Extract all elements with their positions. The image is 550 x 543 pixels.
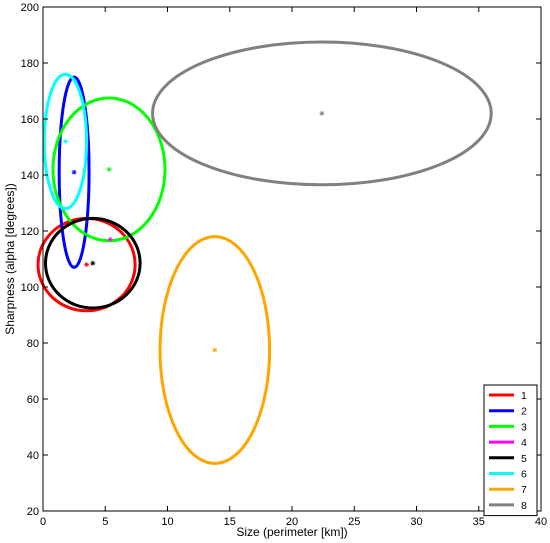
x-tick-label: 25 (348, 516, 360, 528)
ellipse-series-5 (43, 216, 142, 310)
ellipse-series-7 (158, 235, 272, 465)
centroid-marker-series-1 (84, 262, 90, 268)
centroid-marker-series-5 (90, 260, 96, 266)
legend-label-series-7: 7 (521, 484, 527, 496)
y-tick-label: 200 (21, 2, 39, 14)
x-axis-label: Size (perimeter [km]) (236, 525, 347, 539)
y-axis: 20 40 60 80 100 120 140 160 180 200 (21, 2, 541, 518)
x-tick-label: 35 (473, 516, 485, 528)
ellipse-series-8 (151, 40, 493, 187)
legend-label-series-8: 8 (521, 500, 527, 512)
centroid-marker-series-8 (319, 110, 325, 116)
y-tick-label: 60 (27, 394, 39, 406)
y-axis-label: Sharpness (alpha [degrees]) (3, 183, 17, 334)
x-tick-label: 15 (224, 516, 236, 528)
y-tick-label: 80 (27, 338, 39, 350)
x-tick-label: 20 (286, 516, 298, 528)
centroid-marker-series-4 (107, 236, 113, 242)
x-tick-label: 0 (40, 516, 46, 528)
series-marks (36, 40, 493, 465)
x-tick-label: 5 (102, 516, 108, 528)
plot-background (43, 7, 541, 511)
legend-label-series-2: 2 (521, 406, 527, 418)
y-tick-label: 20 (27, 506, 39, 518)
centroid-marker-series-7 (212, 347, 218, 353)
ellipse-series-2 (57, 75, 91, 269)
y-tick-label: 140 (21, 170, 39, 182)
legend-label-series-4: 4 (521, 437, 527, 449)
x-tick-label: 40 (535, 516, 547, 528)
x-tick-label: 10 (161, 516, 173, 528)
legend-label-series-3: 3 (521, 421, 527, 433)
ellipse-series-6 (42, 72, 89, 211)
y-tick-label: 120 (21, 226, 39, 238)
y-tick-label: 180 (21, 58, 39, 70)
y-tick-label: 160 (21, 114, 39, 126)
legend-label-series-5: 5 (521, 453, 527, 465)
y-tick-label: 40 (27, 450, 39, 462)
y-tick-label: 100 (21, 282, 39, 294)
legend-label-series-6: 6 (521, 469, 527, 481)
centroid-marker-series-2 (71, 169, 77, 175)
legend-label-series-1: 1 (521, 390, 527, 402)
x-tick-label: 30 (410, 516, 422, 528)
legend-box (483, 384, 538, 517)
centroid-marker-series-3 (106, 166, 112, 172)
centroid-marker-series-6 (62, 138, 68, 144)
x-axis: 0 5 10 15 20 25 30 35 40 (40, 7, 547, 528)
legend: 1 2 3 4 5 6 7 8 (483, 384, 538, 517)
